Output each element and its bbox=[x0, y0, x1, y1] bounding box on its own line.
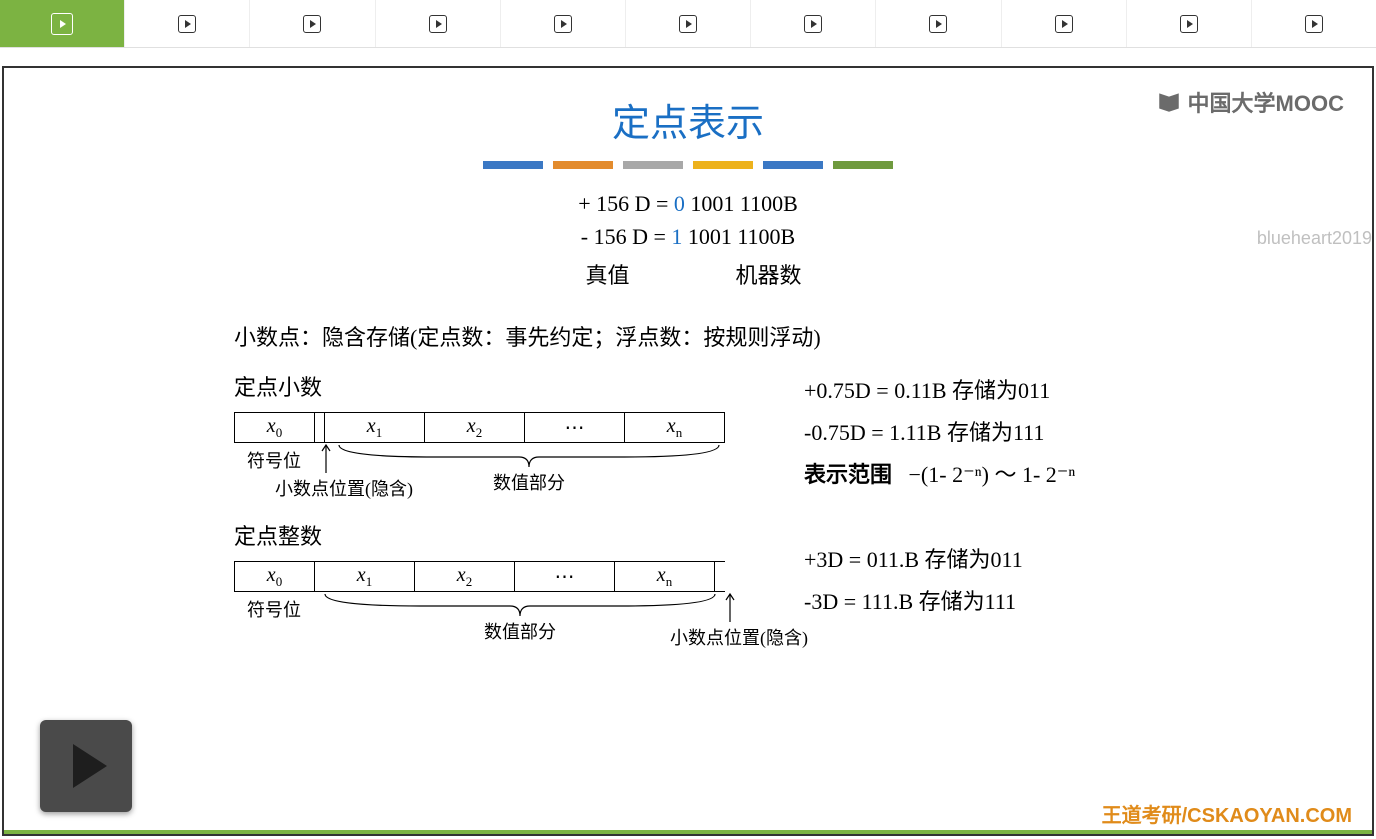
integer-register: x0 x1 x2 ⋯ xn bbox=[234, 561, 725, 592]
user-watermark: blueheart2019 bbox=[1257, 228, 1372, 249]
integer-example-2: -3D = 111.B 存储为111 bbox=[804, 581, 1332, 623]
cell-x1: x1 bbox=[325, 413, 425, 443]
fraction-heading: 定点小数 bbox=[234, 370, 794, 402]
slide-title: 定点表示 bbox=[44, 92, 1332, 147]
decorative-stripes bbox=[44, 161, 1332, 169]
integer-section: 定点整数 x0 x1 x2 ⋯ xn 符号位 数值部分 bbox=[44, 519, 1332, 664]
fraction-register: x0 x1 x2 ⋯ xn bbox=[234, 412, 725, 443]
value-label: 数值部分 bbox=[334, 469, 724, 495]
fraction-example-1: +0.75D = 0.11B 存储为011 bbox=[804, 370, 1332, 412]
intro-text: 小数点：隐含存储(定点数：事先约定；浮点数：按规则浮动) bbox=[234, 320, 1332, 352]
equation-line-1: + 156 D = 0 1001 1100B bbox=[44, 187, 1332, 220]
fraction-range: 表示范围 −(1- 2⁻ⁿ) ～ 1- 2⁻ⁿ bbox=[804, 454, 1332, 496]
play-icon bbox=[429, 15, 447, 33]
mooc-logo-text: 中国大学MOOC bbox=[1188, 86, 1344, 118]
video-tab-4[interactable] bbox=[501, 0, 626, 47]
cell-x1: x1 bbox=[315, 562, 415, 592]
sign-label: 符号位 bbox=[234, 596, 314, 622]
sign-label: 符号位 bbox=[234, 447, 314, 473]
play-icon bbox=[1305, 15, 1323, 33]
play-icon bbox=[51, 13, 73, 35]
video-stage: 中国大学MOOC 定点表示 + 156 D = 0 1001 1100B - 1… bbox=[2, 66, 1374, 836]
equation-block: + 156 D = 0 1001 1100B - 156 D = 1 1001 … bbox=[44, 187, 1332, 292]
cell-x0: x0 bbox=[235, 413, 315, 443]
cell-x0: x0 bbox=[235, 562, 315, 592]
point-label: 小数点位置(隐含) bbox=[654, 624, 824, 650]
cell-x2: x2 bbox=[415, 562, 515, 592]
play-icon bbox=[1055, 15, 1073, 33]
arrow-up-icon bbox=[724, 590, 736, 624]
integer-example-1: +3D = 011.B 存储为011 bbox=[804, 539, 1332, 581]
progress-bar[interactable] bbox=[4, 830, 1372, 834]
stripe bbox=[483, 161, 543, 169]
cell-dots: ⋯ bbox=[515, 562, 615, 592]
video-tab-0[interactable] bbox=[0, 0, 125, 47]
book-icon bbox=[1156, 89, 1182, 115]
play-icon bbox=[554, 15, 572, 33]
video-tab-1[interactable] bbox=[125, 0, 250, 47]
mooc-logo: 中国大学MOOC bbox=[1156, 86, 1344, 118]
video-tab-7[interactable] bbox=[876, 0, 1001, 47]
footer-brand: 王道考研/CSKAOYAN.COM bbox=[1102, 799, 1352, 828]
arrow-up-icon bbox=[320, 441, 332, 475]
stripe bbox=[763, 161, 823, 169]
video-tab-strip bbox=[0, 0, 1376, 48]
play-icon bbox=[929, 15, 947, 33]
play-icon bbox=[1180, 15, 1198, 33]
cell-xn: xn bbox=[615, 562, 715, 592]
fraction-example-2: -0.75D = 1.11B 存储为111 bbox=[804, 412, 1332, 454]
video-tab-8[interactable] bbox=[1002, 0, 1127, 47]
stripe bbox=[553, 161, 613, 169]
video-tab-9[interactable] bbox=[1127, 0, 1252, 47]
stripe bbox=[693, 161, 753, 169]
video-tab-10[interactable] bbox=[1252, 0, 1376, 47]
equation-labels: 真值 机器数 bbox=[44, 259, 1332, 292]
cell-x2: x2 bbox=[425, 413, 525, 443]
play-icon bbox=[178, 15, 196, 33]
stripe bbox=[623, 161, 683, 169]
play-icon bbox=[303, 15, 321, 33]
slide-content: 中国大学MOOC 定点表示 + 156 D = 0 1001 1100B - 1… bbox=[4, 68, 1372, 834]
video-tab-5[interactable] bbox=[626, 0, 751, 47]
cell-xn: xn bbox=[625, 413, 725, 443]
cell-dots: ⋯ bbox=[525, 413, 625, 443]
video-tab-6[interactable] bbox=[751, 0, 876, 47]
stripe bbox=[833, 161, 893, 169]
video-tab-3[interactable] bbox=[376, 0, 501, 47]
play-icon bbox=[804, 15, 822, 33]
integer-heading: 定点整数 bbox=[234, 519, 794, 551]
video-tab-2[interactable] bbox=[250, 0, 375, 47]
fraction-section: 定点小数 x0 x1 x2 ⋯ xn 符号位 小数点位置(隐含) bbox=[44, 370, 1332, 513]
equation-line-2: - 156 D = 1 1001 1100B bbox=[44, 220, 1332, 253]
play-icon bbox=[679, 15, 697, 33]
play-button[interactable] bbox=[40, 720, 132, 812]
